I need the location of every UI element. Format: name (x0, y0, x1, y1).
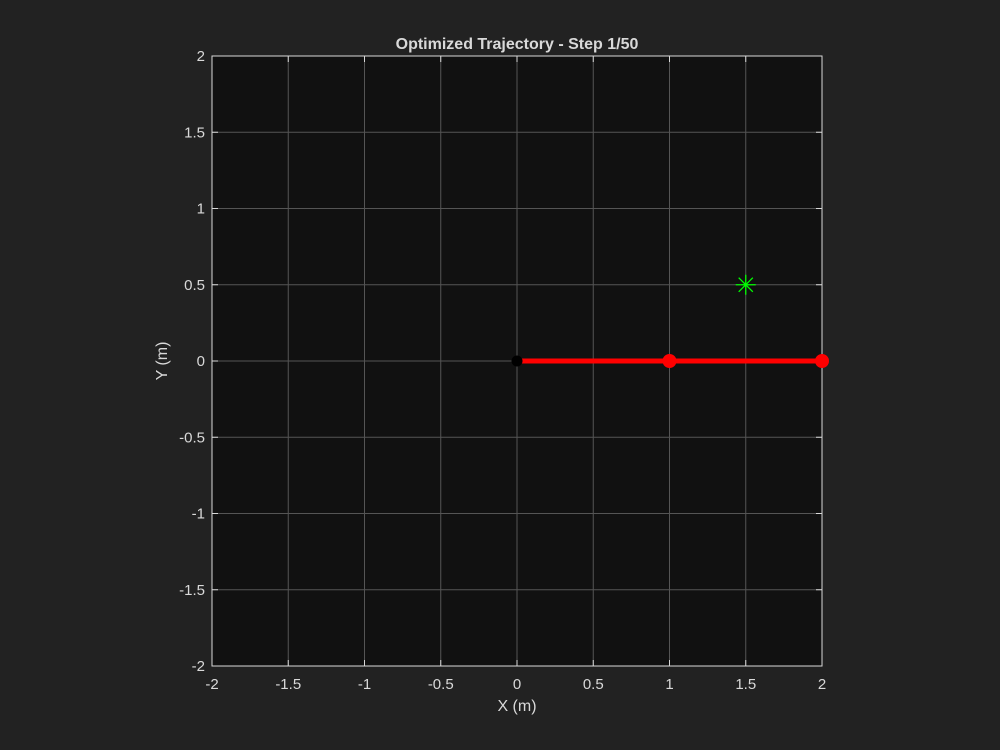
tick-labels: -2 -1.5 -1 -0.5 0 0.5 1 1.5 2 -2 -1.5 -1 -0.5 0 0.5 1 1.… (179, 48, 826, 693)
y-tick-label: -1.5 (179, 582, 205, 599)
x-tick-label: -1.5 (275, 676, 301, 693)
arm-joint-marker (815, 354, 829, 368)
x-tick-label: 0 (513, 676, 521, 693)
y-tick-label: -0.5 (179, 429, 205, 446)
y-tick-label: 0 (197, 353, 205, 370)
base-marker (511, 355, 523, 367)
y-tick-label: -2 (192, 658, 205, 675)
y-tick-label: 2 (197, 48, 205, 65)
x-tick-label: 1 (665, 676, 673, 693)
x-tick-label: -0.5 (428, 676, 454, 693)
x-tick-label: -1 (358, 676, 371, 693)
y-tick-label: 1.5 (184, 124, 205, 141)
y-axis-label: Y (m) (154, 342, 171, 381)
x-tick-label: -2 (205, 676, 218, 693)
x-tick-label: 1.5 (735, 676, 756, 693)
x-tick-label: 2 (818, 676, 826, 693)
target-asterisk-marker (735, 274, 756, 295)
x-axis-label: X (m) (497, 698, 536, 715)
y-tick-label: 0.5 (184, 277, 205, 294)
x-tick-label: 0.5 (583, 676, 604, 693)
y-tick-label: -1 (192, 506, 205, 523)
chart-title: Optimized Trajectory - Step 1/50 (396, 36, 639, 53)
plot-area (511, 274, 829, 368)
y-tick-label: 1 (197, 201, 205, 218)
target-asterisk-stroke (738, 277, 754, 293)
arm-joint-marker (662, 354, 677, 368)
